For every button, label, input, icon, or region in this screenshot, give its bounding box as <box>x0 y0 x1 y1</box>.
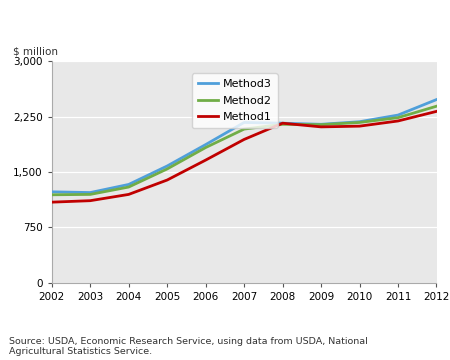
Legend: Method3, Method2, Method1: Method3, Method2, Method1 <box>192 73 278 128</box>
Method3 <box>164 164 170 168</box>
Method2 <box>434 104 439 108</box>
Method2 <box>164 167 170 171</box>
Method2 <box>87 192 93 197</box>
Method2 <box>318 122 324 127</box>
Method1 <box>395 119 400 123</box>
Line: Method3: Method3 <box>52 100 436 193</box>
Method3 <box>126 182 131 186</box>
Method1 <box>280 121 285 125</box>
Method2 <box>49 193 54 197</box>
Line: Method2: Method2 <box>52 106 436 195</box>
Method1 <box>203 158 208 162</box>
Method2 <box>241 127 247 131</box>
Method3 <box>434 98 439 102</box>
Text: Comparison of alternative land and building value date assumptions: Comparison of alternative land and build… <box>7 14 450 27</box>
Method1 <box>164 178 170 182</box>
Method1 <box>434 109 439 113</box>
Line: Method1: Method1 <box>52 111 436 202</box>
Method2 <box>395 116 400 120</box>
Method1 <box>357 124 362 128</box>
Method1 <box>126 192 131 197</box>
Method2 <box>203 145 208 150</box>
Method3 <box>241 120 247 125</box>
Method3 <box>87 190 93 195</box>
Method3 <box>318 122 324 126</box>
Method3 <box>395 113 400 117</box>
Method2 <box>280 122 285 126</box>
Method3 <box>203 143 208 147</box>
Text: Source: USDA, Economic Research Service, using data from USDA, National
Agricult: Source: USDA, Economic Research Service,… <box>9 337 368 356</box>
Method3 <box>357 120 362 124</box>
Method1 <box>241 137 247 141</box>
Method2 <box>357 120 362 125</box>
Method3 <box>280 121 285 125</box>
Method2 <box>126 185 131 189</box>
Method3 <box>49 190 54 194</box>
Method1 <box>49 200 54 204</box>
Method1 <box>87 198 93 203</box>
Method1 <box>318 125 324 129</box>
Text: $ million: $ million <box>14 47 58 57</box>
